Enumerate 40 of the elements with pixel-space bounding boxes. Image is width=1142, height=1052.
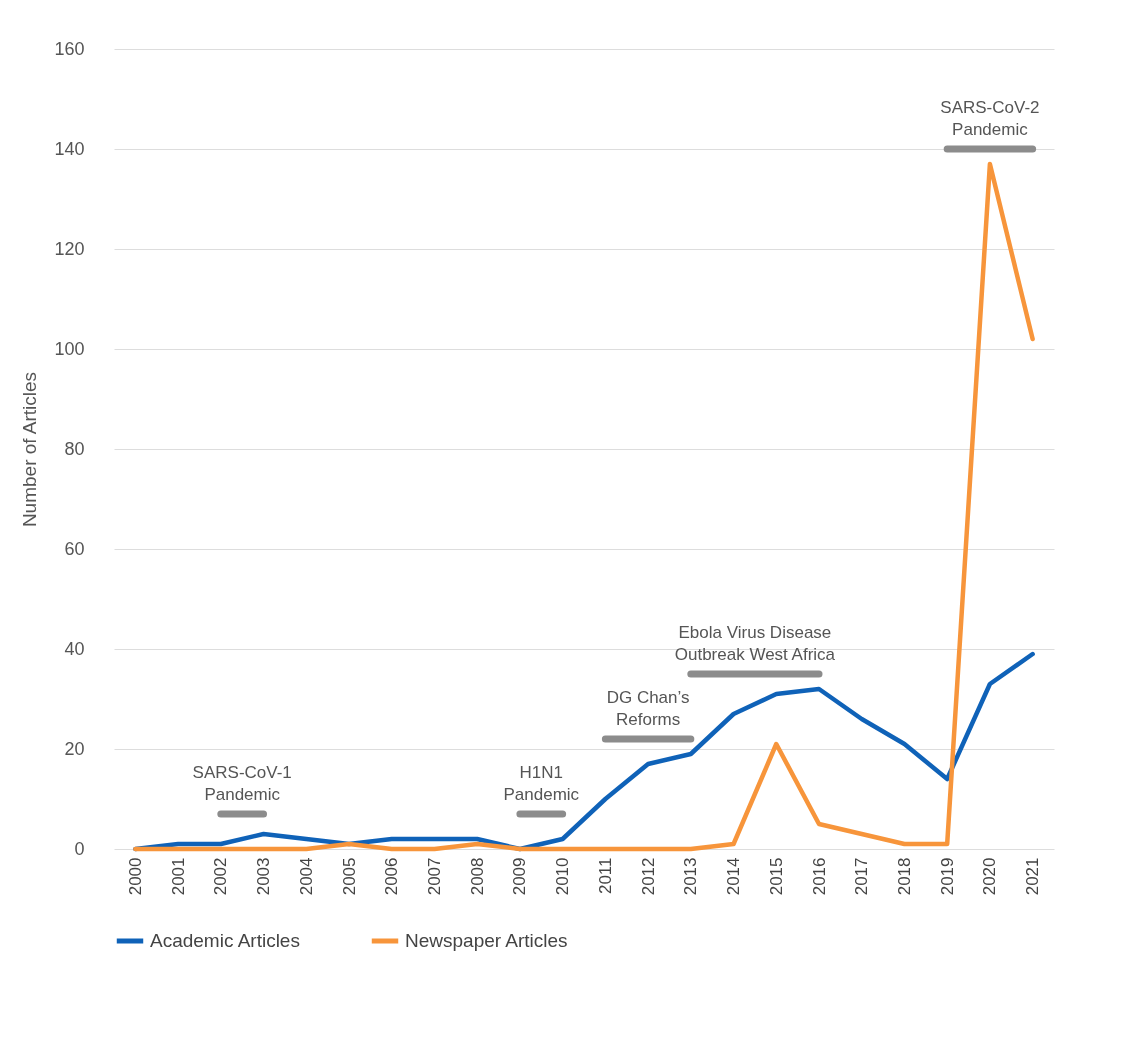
x-tick-label: 2005	[339, 857, 359, 896]
x-tick-label: 2021	[1023, 857, 1043, 896]
annotation: Ebola Virus Disease Outbreak West Africa	[674, 623, 836, 664]
line-series	[133, 161, 1035, 852]
y-tick-label: 0	[74, 838, 85, 859]
x-tick-label: 2004	[296, 857, 316, 896]
x-tick-label: 2016	[809, 857, 829, 896]
x-tick-label: 2017	[852, 857, 872, 896]
x-tick-label: 2020	[980, 857, 1000, 896]
x-tick-label: 2003	[254, 857, 274, 896]
x-tick-label: 2008	[467, 857, 487, 896]
legend-label: Academic Articles	[150, 930, 300, 951]
y-tick-label: 80	[64, 438, 85, 459]
annotation: SARS-CoV-1 Pandemic	[192, 763, 292, 804]
x-tick-label: 2012	[638, 857, 658, 896]
x-tick-label: 2018	[894, 857, 914, 896]
legend-label: Newspaper Articles	[405, 930, 568, 951]
x-tick-label: 2002	[211, 857, 231, 896]
y-tick-label: 20	[64, 738, 85, 759]
y-axis-title: Number of Articles	[19, 371, 41, 528]
y-tick-label: 140	[54, 138, 85, 159]
x-tick-label: 2006	[382, 857, 402, 896]
x-tick-label: 2015	[766, 857, 786, 896]
x-tick-label: 2011	[595, 857, 615, 895]
x-tick-label: 2010	[553, 857, 573, 896]
x-tick-label: 2013	[681, 857, 701, 896]
annotation: DG Chan’s Reforms	[606, 688, 690, 729]
annotation: H1N1 Pandemic	[503, 763, 580, 804]
x-tick-label: 2019	[937, 857, 957, 896]
x-tick-label: 2007	[424, 857, 444, 896]
x-tick-label: 2000	[125, 857, 145, 896]
annotation: SARS-CoV-2 Pandemic	[940, 98, 1040, 139]
x-tick-label: 2001	[168, 857, 188, 896]
y-tick-label: 120	[54, 238, 85, 259]
y-tick-label: 60	[64, 538, 85, 559]
y-tick-label: 100	[54, 338, 85, 359]
x-tick-label: 2014	[724, 857, 744, 896]
y-tick-label: 40	[64, 638, 85, 659]
y-tick-label: 160	[54, 38, 85, 59]
x-tick-label: 2009	[510, 857, 530, 896]
